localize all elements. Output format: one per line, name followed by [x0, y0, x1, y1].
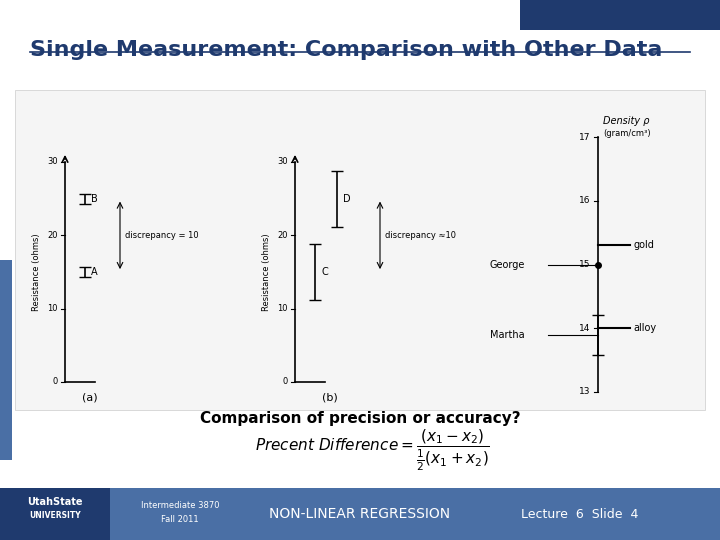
Text: Resistance (ohms): Resistance (ohms) [263, 233, 271, 311]
Text: (a): (a) [82, 392, 98, 402]
Text: Resistance (ohms): Resistance (ohms) [32, 233, 42, 311]
Text: UtahState: UtahState [27, 497, 83, 507]
Text: D: D [343, 194, 351, 204]
FancyBboxPatch shape [0, 260, 12, 460]
Text: 0: 0 [53, 377, 58, 387]
Text: Martha: Martha [490, 329, 525, 340]
Text: B: B [91, 194, 98, 204]
Text: C: C [321, 267, 328, 277]
Text: Density ρ: Density ρ [603, 116, 649, 126]
Text: UNIVERSITY: UNIVERSITY [30, 511, 81, 521]
Text: 10: 10 [277, 304, 288, 313]
Text: (gram/cm³): (gram/cm³) [603, 129, 651, 138]
Text: 15: 15 [578, 260, 590, 269]
Text: $\mathit{Precent\ Difference} = \dfrac{(x_1 - x_2)}{\frac{1}{2}(x_1 + x_2)}$: $\mathit{Precent\ Difference} = \dfrac{(… [255, 427, 490, 472]
Text: 10: 10 [48, 304, 58, 313]
FancyBboxPatch shape [0, 488, 110, 540]
Text: George: George [490, 260, 526, 269]
Text: 16: 16 [578, 196, 590, 205]
Text: Fall 2011: Fall 2011 [161, 516, 199, 524]
Text: 30: 30 [48, 158, 58, 166]
Text: NON-LINEAR REGRESSION: NON-LINEAR REGRESSION [269, 507, 451, 521]
Text: Lecture  6  Slide  4: Lecture 6 Slide 4 [521, 508, 639, 521]
Text: discrepancy ≈10: discrepancy ≈10 [385, 231, 456, 240]
Text: discrepancy = 10: discrepancy = 10 [125, 231, 199, 240]
Text: 14: 14 [579, 324, 590, 333]
Text: (b): (b) [322, 392, 338, 402]
Text: 17: 17 [578, 132, 590, 141]
Text: Intermediate 3870: Intermediate 3870 [140, 502, 220, 510]
Text: alloy: alloy [633, 323, 656, 333]
Text: Single Measurement: Comparison with Other Data: Single Measurement: Comparison with Othe… [30, 40, 662, 60]
Text: Comparison of precision or accuracy?: Comparison of precision or accuracy? [199, 410, 521, 426]
Text: 20: 20 [277, 231, 288, 240]
Text: 30: 30 [277, 158, 288, 166]
Text: 20: 20 [48, 231, 58, 240]
Text: 13: 13 [578, 388, 590, 396]
Text: 0: 0 [283, 377, 288, 387]
Text: gold: gold [633, 240, 654, 251]
FancyBboxPatch shape [520, 0, 720, 30]
FancyBboxPatch shape [15, 90, 705, 410]
Text: A: A [91, 267, 98, 277]
FancyBboxPatch shape [0, 488, 720, 540]
